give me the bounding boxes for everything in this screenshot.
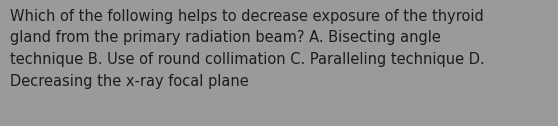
Text: Which of the following helps to decrease exposure of the thyroid
gland from the : Which of the following helps to decrease… (10, 9, 485, 89)
